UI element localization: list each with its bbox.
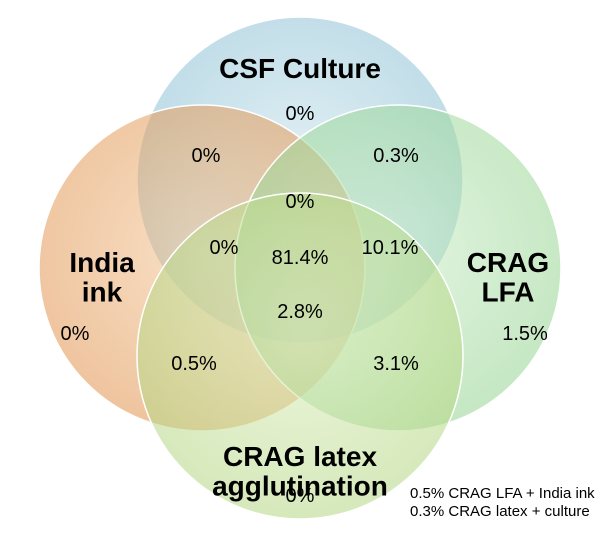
footnote-1: 0.3% CRAG latex + culture [410,503,590,520]
venn-footnotes: 0.5% CRAG LFA + India ink0.3% CRAG latex… [410,485,595,520]
region-pct-top_left_right_bottom: 81.4% [272,247,329,269]
region-pct-top_only: 0% [286,103,315,125]
region-pct-right_only: 1.5% [502,323,548,345]
region-pct-top_left: 0% [192,145,221,167]
region-pct-right_bottom: 3.1% [373,353,419,375]
footnote-0: 0.5% CRAG LFA + India ink [410,485,595,502]
region-pct-left_bottom: 0.5% [171,353,217,375]
region-pct-top_right_bottom: 10.1% [362,237,419,259]
set-label-top: CSF Culture [219,53,381,84]
region-pct-left_right_bottom: 2.8% [277,301,323,323]
region-pct-left_only: 0% [61,323,90,345]
set-label-bottom: CRAG latexagglutination [212,441,388,501]
region-pct-top_bottom: 0% [286,191,315,213]
venn-svg: 0%0%1.5%0%0%0.3%0%0%81.4%10.1%2.8%0.5%3.… [0,0,600,538]
venn-diagram-container: { "diagram": { "type": "venn-4", "width"… [0,0,600,538]
region-pct-top_left_bottom: 0% [210,237,239,259]
region-pct-top_right: 0.3% [373,145,419,167]
